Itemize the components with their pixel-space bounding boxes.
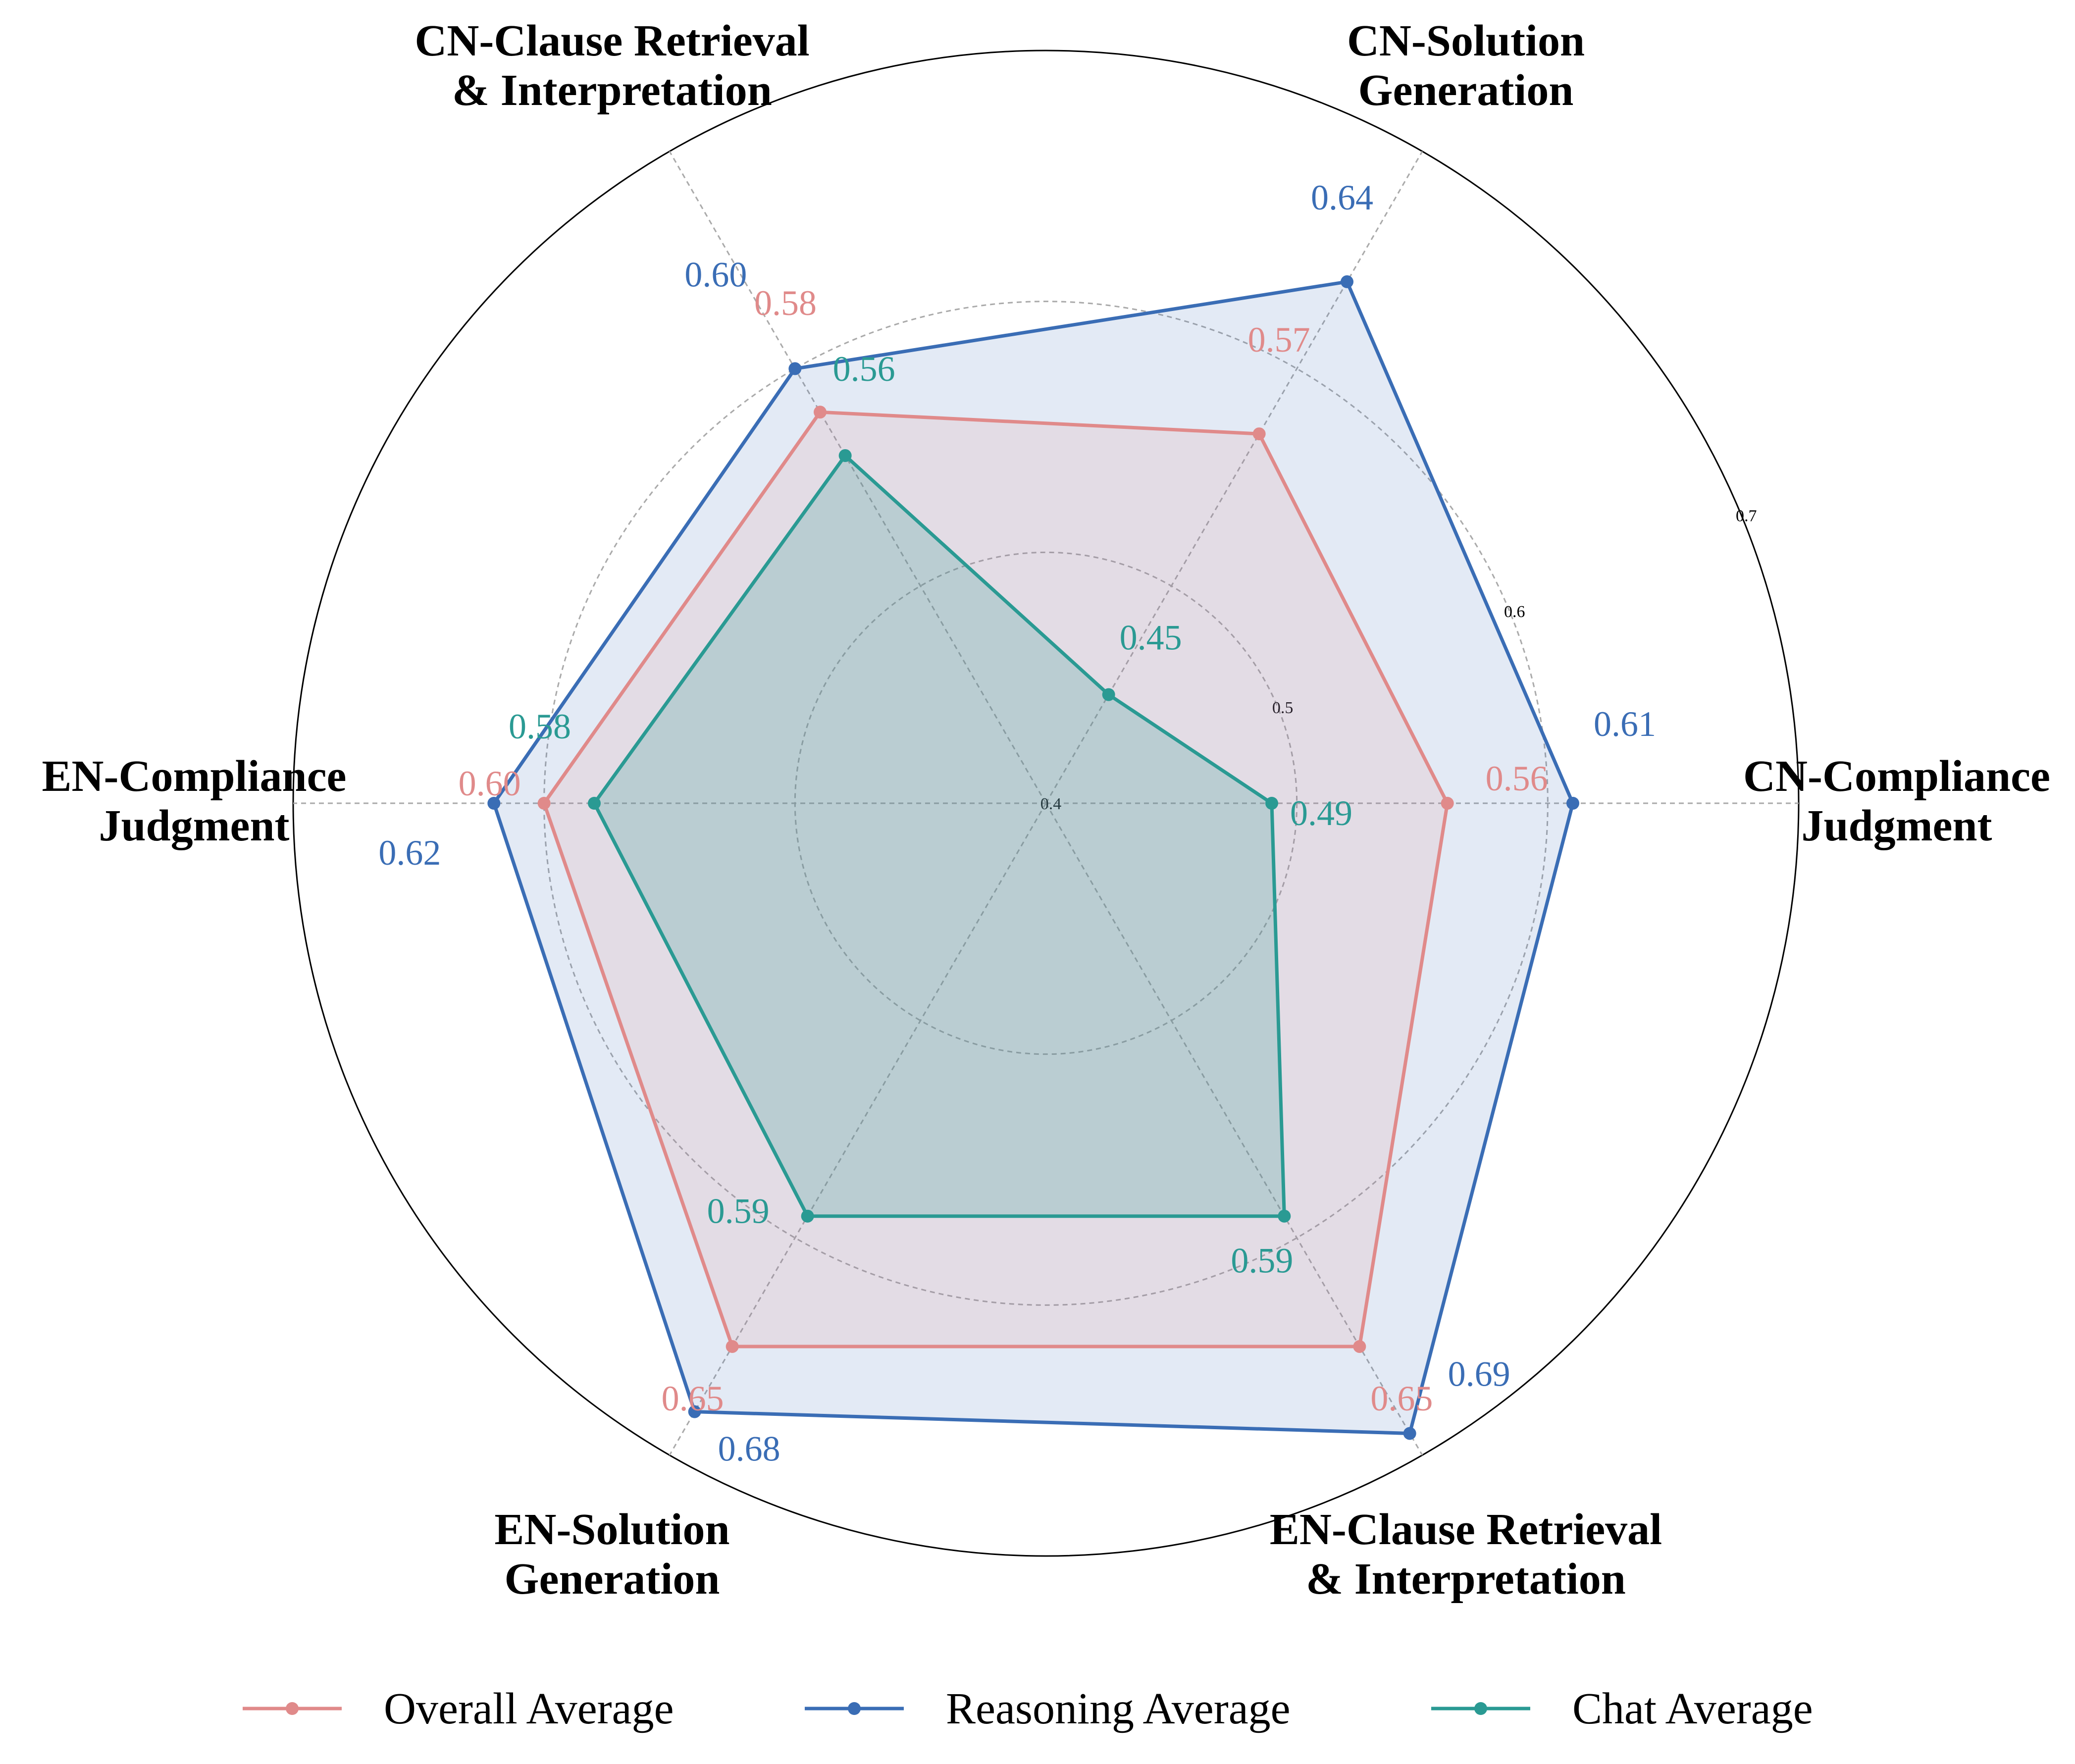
data-value-label: 0.60 bbox=[459, 764, 521, 803]
data-point bbox=[801, 1209, 814, 1223]
axis-category-label: CN-Compliance bbox=[1743, 752, 2050, 801]
grid-layer: 0.4 0.5 0.6 0.7 bbox=[292, 50, 1800, 1557]
axis-category-label: Judgment bbox=[99, 801, 289, 850]
legend-marker bbox=[286, 1702, 299, 1715]
data-value-label: 0.65 bbox=[1370, 1379, 1433, 1418]
data-value-label: 0.45 bbox=[1120, 618, 1182, 658]
data-point bbox=[537, 797, 551, 810]
data-point bbox=[1353, 1340, 1366, 1353]
legend-label: Overall Average bbox=[384, 1684, 674, 1733]
data-point bbox=[487, 797, 501, 810]
data-value-label: 0.62 bbox=[378, 833, 441, 873]
legend-marker bbox=[848, 1702, 861, 1715]
data-value-label: 0.56 bbox=[833, 349, 895, 389]
data-point bbox=[588, 797, 601, 810]
data-value-label: 0.58 bbox=[509, 707, 571, 746]
data-value-label: 0.65 bbox=[662, 1379, 724, 1418]
radial-tick-label: 0.5 bbox=[1272, 699, 1294, 717]
radial-tick-label: 0.7 bbox=[1736, 507, 1757, 525]
legend-label: Reasoning Average bbox=[946, 1684, 1291, 1733]
data-value-label: 0.59 bbox=[707, 1192, 770, 1231]
data-point bbox=[814, 406, 827, 419]
data-point bbox=[838, 449, 852, 462]
data-value-label: 0.69 bbox=[1448, 1354, 1510, 1394]
data-point bbox=[1403, 1427, 1416, 1440]
legend-marker bbox=[1474, 1702, 1487, 1715]
axis-category-label: EN-Solution bbox=[494, 1505, 729, 1554]
data-value-label: 0.57 bbox=[1248, 320, 1310, 360]
legend-label: Chat Average bbox=[1572, 1684, 1813, 1733]
data-point bbox=[1278, 1209, 1291, 1223]
data-point bbox=[788, 362, 802, 375]
data-value-label: 0.49 bbox=[1290, 793, 1352, 833]
data-point bbox=[1566, 797, 1579, 810]
data-value-label: 0.64 bbox=[1311, 178, 1373, 217]
data-point bbox=[1341, 275, 1353, 288]
axis-category-label: Judgment bbox=[1801, 801, 1992, 850]
data-value-label: 0.59 bbox=[1231, 1241, 1293, 1281]
grid-spoke bbox=[669, 151, 1047, 804]
axis-category-label: CN-Clause Retrieval bbox=[415, 16, 809, 65]
data-point bbox=[1441, 797, 1454, 810]
axis-label-layer: CN-ComplianceJudgmentCN-SolutionGenerati… bbox=[42, 16, 2050, 1604]
grid-circle bbox=[543, 301, 1549, 1306]
data-point bbox=[688, 1405, 701, 1418]
data-value-label: 0.56 bbox=[1486, 759, 1548, 798]
series-fill bbox=[594, 455, 1285, 1216]
data-point bbox=[1252, 427, 1266, 441]
value-label-layer: 0.560.570.580.600.65 0.650.610.640.600.62… bbox=[378, 178, 1656, 1469]
radial-tick-label: 0.4 bbox=[1040, 795, 1062, 813]
legend: Overall Average Reasoning Average Chat Ave… bbox=[243, 1684, 1813, 1733]
axis-category-label: Generation bbox=[505, 1555, 720, 1604]
axis-category-label: EN-Compliance bbox=[42, 752, 347, 801]
data-value-label: 0.60 bbox=[684, 255, 747, 294]
data-value-label: 0.68 bbox=[718, 1429, 780, 1469]
axis-category-label: & Interpretation bbox=[452, 66, 772, 115]
axis-category-label: EN-Clause Retrieval bbox=[1270, 1505, 1662, 1554]
series-fill-layer bbox=[494, 281, 1573, 1434]
radial-tick-label: 0.6 bbox=[1504, 603, 1525, 621]
series-fill bbox=[544, 412, 1448, 1347]
data-value-label: 0.58 bbox=[754, 283, 817, 323]
data-point bbox=[1265, 797, 1278, 810]
data-point bbox=[726, 1340, 739, 1353]
series-line-layer bbox=[487, 275, 1579, 1440]
data-value-label: 0.61 bbox=[1594, 704, 1656, 744]
axis-category-label: & Interpretation bbox=[1306, 1555, 1626, 1604]
axis-category-label: CN-Solution bbox=[1347, 16, 1585, 65]
axis-category-label: Generation bbox=[1358, 66, 1574, 115]
data-point bbox=[1102, 688, 1115, 701]
